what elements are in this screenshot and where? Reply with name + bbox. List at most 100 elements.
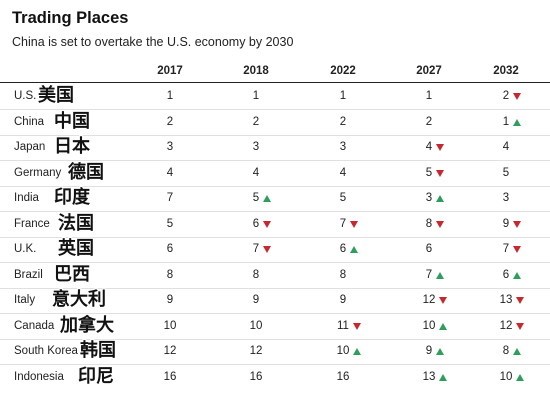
table-row: China 中国 2 2 2 2 1 bbox=[0, 110, 550, 136]
rank-cell-2022: 5 bbox=[313, 192, 373, 204]
rank-value: 10 bbox=[163, 319, 177, 332]
rank-cell-2017: 16 bbox=[140, 371, 200, 383]
rank-cell-2032: 2 bbox=[476, 90, 536, 102]
chinese-country-label: 巴西 bbox=[54, 263, 90, 285]
rank-cell-2017: 2 bbox=[140, 116, 200, 128]
rank-up-arrow-icon bbox=[349, 246, 358, 253]
rank-down-arrow-icon bbox=[435, 169, 444, 177]
rank-cell-2018: 9 bbox=[226, 294, 286, 306]
rank-up-arrow-icon bbox=[262, 195, 271, 202]
rank-cell-2018: 4 bbox=[226, 167, 286, 179]
rank-cell-2018: 6 bbox=[226, 218, 286, 230]
rank-value: 7 bbox=[425, 268, 433, 281]
rank-value: 11 bbox=[337, 319, 349, 332]
rank-up-arrow-icon bbox=[512, 271, 521, 279]
rank-cell-2032: 4 bbox=[476, 141, 536, 153]
rank-cell-2032: 12 bbox=[476, 320, 536, 332]
rank-cell-2027: 3 bbox=[399, 192, 459, 204]
rank-value: 1 bbox=[339, 90, 347, 102]
rank-down-arrow-icon bbox=[515, 297, 524, 304]
country-name: South Korea bbox=[14, 345, 78, 357]
rank-up-arrow-icon bbox=[435, 195, 444, 202]
table-row: U.K. 英国 6 7 6 6 7 bbox=[0, 237, 550, 264]
rank-value: 5 bbox=[339, 192, 347, 204]
rank-value: 5 bbox=[425, 166, 433, 179]
rank-value: 8 bbox=[425, 217, 433, 230]
rank-up-arrow-icon bbox=[438, 373, 447, 381]
rank-cell-2022: 10 bbox=[313, 345, 373, 357]
page-subtitle: China is set to overtake the U.S. econom… bbox=[12, 35, 294, 49]
rank-cell-2022: 9 bbox=[313, 294, 373, 306]
rank-value: 8 bbox=[166, 268, 174, 281]
rank-value: 1 bbox=[252, 90, 260, 102]
table-row: Canada 加拿大 10 10 11 10 12 bbox=[0, 314, 550, 340]
rank-value: 3 bbox=[166, 141, 174, 153]
rank-up-arrow-icon bbox=[435, 271, 444, 279]
rank-down-arrow-icon bbox=[438, 297, 447, 304]
rank-value: 4 bbox=[502, 141, 510, 153]
rank-cell-2022: 1 bbox=[313, 90, 373, 102]
country-name: China bbox=[14, 115, 45, 128]
rank-cell-2018: 8 bbox=[226, 269, 286, 281]
rank-cell-2032: 1 bbox=[476, 116, 536, 128]
chinese-country-label: 韩国 bbox=[80, 340, 116, 361]
rank-value: 6 bbox=[425, 243, 433, 255]
rank-cell-2027: 1 bbox=[399, 90, 459, 102]
rank-cell-2032: 3 bbox=[476, 192, 536, 204]
rank-down-arrow-icon bbox=[262, 246, 271, 253]
year-header-2027: 2027 bbox=[416, 65, 442, 77]
rank-cell-2027: 6 bbox=[399, 243, 459, 255]
rank-value: 5 bbox=[166, 217, 174, 230]
chinese-country-label: 美国 bbox=[38, 85, 74, 106]
rank-cell-2027: 7 bbox=[399, 269, 459, 281]
country-name: France bbox=[14, 217, 50, 230]
rank-value: 6 bbox=[252, 217, 260, 230]
rank-value: 5 bbox=[502, 166, 510, 179]
rank-value: 8 bbox=[339, 268, 347, 281]
rank-value: 9 bbox=[252, 294, 260, 306]
rank-cell-2032: 6 bbox=[476, 269, 536, 281]
rank-cell-2017: 12 bbox=[140, 345, 200, 357]
year-header-2018: 2018 bbox=[243, 65, 269, 77]
rank-cell-2018: 1 bbox=[226, 90, 286, 102]
rank-value: 16 bbox=[336, 370, 350, 383]
rank-cell-2017: 6 bbox=[140, 243, 200, 255]
rank-value: 10 bbox=[336, 345, 350, 357]
rank-value: 7 bbox=[252, 243, 260, 255]
rank-value: 6 bbox=[502, 268, 510, 281]
rank-cell-2027: 12 bbox=[399, 294, 459, 306]
rank-value: 10 bbox=[249, 319, 263, 332]
rank-value: 3 bbox=[425, 192, 433, 204]
country-name: Japan bbox=[14, 141, 46, 153]
rank-value: 3 bbox=[339, 141, 347, 153]
rank-value: 5 bbox=[252, 192, 260, 204]
chinese-country-label: 加拿大 bbox=[60, 314, 114, 336]
rank-cell-2018: 12 bbox=[226, 345, 286, 357]
rank-cell-2022: 8 bbox=[313, 269, 373, 281]
rank-cell-2032: 13 bbox=[476, 294, 536, 306]
table-header: 2017 2018 2022 2027 2032 bbox=[0, 57, 550, 83]
chinese-country-label: 英国 bbox=[58, 238, 94, 259]
rank-cell-2032: 8 bbox=[476, 345, 536, 357]
chinese-country-label: 印度 bbox=[54, 187, 90, 208]
rank-cell-2017: 9 bbox=[140, 294, 200, 306]
rank-cell-2032: 9 bbox=[476, 218, 536, 230]
chinese-country-label: 德国 bbox=[68, 161, 104, 183]
rank-value: 1 bbox=[166, 90, 174, 102]
year-header-2022: 2022 bbox=[330, 65, 356, 77]
rank-value: 9 bbox=[425, 345, 433, 357]
rank-down-arrow-icon bbox=[512, 220, 521, 228]
rank-cell-2027: 5 bbox=[399, 167, 459, 179]
rank-cell-2018: 5 bbox=[226, 192, 286, 204]
rank-value: 2 bbox=[425, 115, 433, 128]
country-name: Indonesia bbox=[14, 370, 64, 383]
rank-cell-2027: 8 bbox=[399, 218, 459, 230]
rank-cell-2018: 7 bbox=[226, 243, 286, 255]
rank-value: 9 bbox=[166, 294, 174, 306]
rank-value: 12 bbox=[499, 319, 513, 332]
rank-cell-2017: 1 bbox=[140, 90, 200, 102]
rank-cell-2018: 10 bbox=[226, 320, 286, 332]
rank-cell-2027: 2 bbox=[399, 116, 459, 128]
country-name: U.K. bbox=[14, 243, 37, 255]
rank-cell-2027: 4 bbox=[399, 141, 459, 153]
